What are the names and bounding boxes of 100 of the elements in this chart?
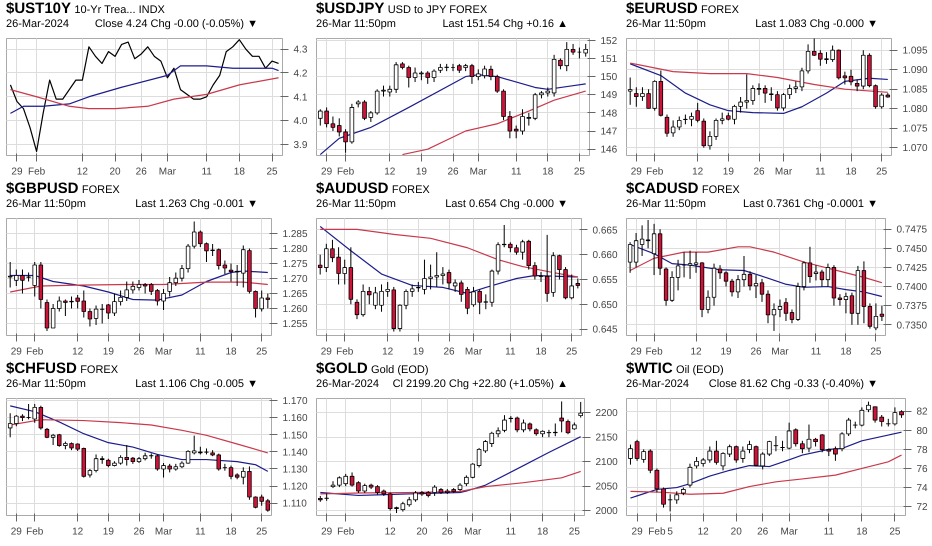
candlestick [727,444,732,458]
candlestick [494,74,500,94]
x-tick-label: 29 [632,526,644,538]
candlestick [583,43,588,58]
y-tick-label: 1.150 [282,430,308,442]
candlestick [410,284,414,298]
x-tick-label: 18 [537,526,549,538]
candlestick [446,269,452,290]
y-tick-label: 4.2 [294,68,308,80]
candlestick [754,274,758,299]
y-tick-label: 3.9 [294,140,308,151]
text: 26-Mar 11:50pm [316,197,396,211]
x-tick-label: 25 [568,526,580,538]
y-tick-label: 1.075 [902,124,928,135]
candlestick [44,427,50,439]
line-series [10,405,268,472]
candlestick [790,309,794,324]
candlestick [879,414,884,427]
x-tick-label: 29 [10,346,22,358]
candlestick [694,252,698,274]
candlestick [136,280,142,291]
text: Last 1.106 Chg -0.005 ▼ [135,377,258,391]
x-tick-label: 29 [630,346,642,358]
candlestick [502,414,507,433]
candlestick [774,436,778,452]
candlestick [766,440,772,457]
x-tick-label: Feb [26,526,44,538]
y-tick-label: 1.110 [282,498,308,510]
y-tick-label: 0.7400 [896,282,928,294]
candlestick [707,446,712,464]
candlestick [508,110,512,139]
candlestick [26,403,31,420]
x-tick-label: 11 [506,526,516,538]
chart-subtitle: FOREX [392,184,430,196]
candlestick [664,114,670,138]
candlestick [748,270,752,291]
x-tick-label: Mar [771,346,790,358]
candlestick [740,446,746,464]
text: 26-Mar 11:50pm [626,17,706,31]
y-tick-label: 74 [916,483,928,494]
x-tick-label: 12 [690,346,702,358]
candlestick [578,401,583,418]
x-tick-label: 11 [195,346,206,358]
candlestick [354,298,360,320]
text: Last 151.54 Chg +0.16 ▲ [442,17,568,31]
chart-title: $AUDUSD [316,180,389,197]
candlestick [641,448,646,464]
candlestick [50,304,56,328]
x-tick-label: 12 [72,346,84,358]
candlestick [8,412,12,438]
chart-subtitle: FOREX [80,364,118,376]
x-tick-label: 11 [815,166,826,178]
x-tick-label: 29 [11,166,23,178]
x-tick-label: Feb [26,346,44,358]
x-tick-label: Feb [646,166,664,178]
x-tick-label: 19 [102,346,114,358]
x-tick-label: Feb [337,526,355,538]
x-tick-label: 26 [133,346,145,358]
candlestick [786,422,792,450]
x-tick-label: 29 [630,166,642,178]
candlestick [760,278,764,302]
candlestick [688,250,692,280]
x-tick-label: 12 [384,166,396,178]
text: 26-Mar-2024 [626,377,689,391]
candlestick [802,260,806,291]
candlestick [766,290,770,324]
x-tick-label: 18 [845,166,858,178]
x-tick-label: 29 [321,526,333,538]
y-tick-label: 0.7425 [896,262,928,274]
text: 26-Mar 11:50pm [316,17,396,31]
x-tick-label: Mar [154,526,173,538]
chart-subtitle: Gold (EOD) [371,364,428,376]
chart-subtitle: FOREX [702,184,740,196]
y-tick-label: 4.1 [294,92,308,104]
chart-title: $GBPUSD [6,180,79,197]
y-tick-label: 1.140 [282,447,308,458]
x-tick-label: 12 [382,346,394,358]
x-tick-label: 11 [810,346,822,358]
candlestick [161,288,166,310]
x-tick-label: 20 [730,526,742,538]
candlestick [718,264,722,280]
x-tick-label: 25 [574,166,586,178]
x-tick-label: Mar [780,526,798,538]
candlestick [714,118,718,140]
candlestick [706,290,710,314]
y-tick-label: 151 [600,54,618,65]
chart-title: $UST10Y [6,0,72,17]
line-series [10,282,268,293]
y-tick-label: 1.080 [902,104,928,116]
x-tick-label: Mar [154,346,173,358]
text: Last 1.263 Chg -0.001 ▼ [135,197,258,211]
text: 26-Mar 11:50pm [626,197,706,211]
line-series [10,39,280,152]
candlestick [576,278,580,289]
y-tick-label: 2100 [596,457,618,468]
x-tick-label: Feb [336,166,355,178]
candlestick [464,474,469,487]
candlestick [180,264,184,282]
x-tick-label: 26 [757,526,769,538]
y-tick-label: 2000 [596,506,618,518]
